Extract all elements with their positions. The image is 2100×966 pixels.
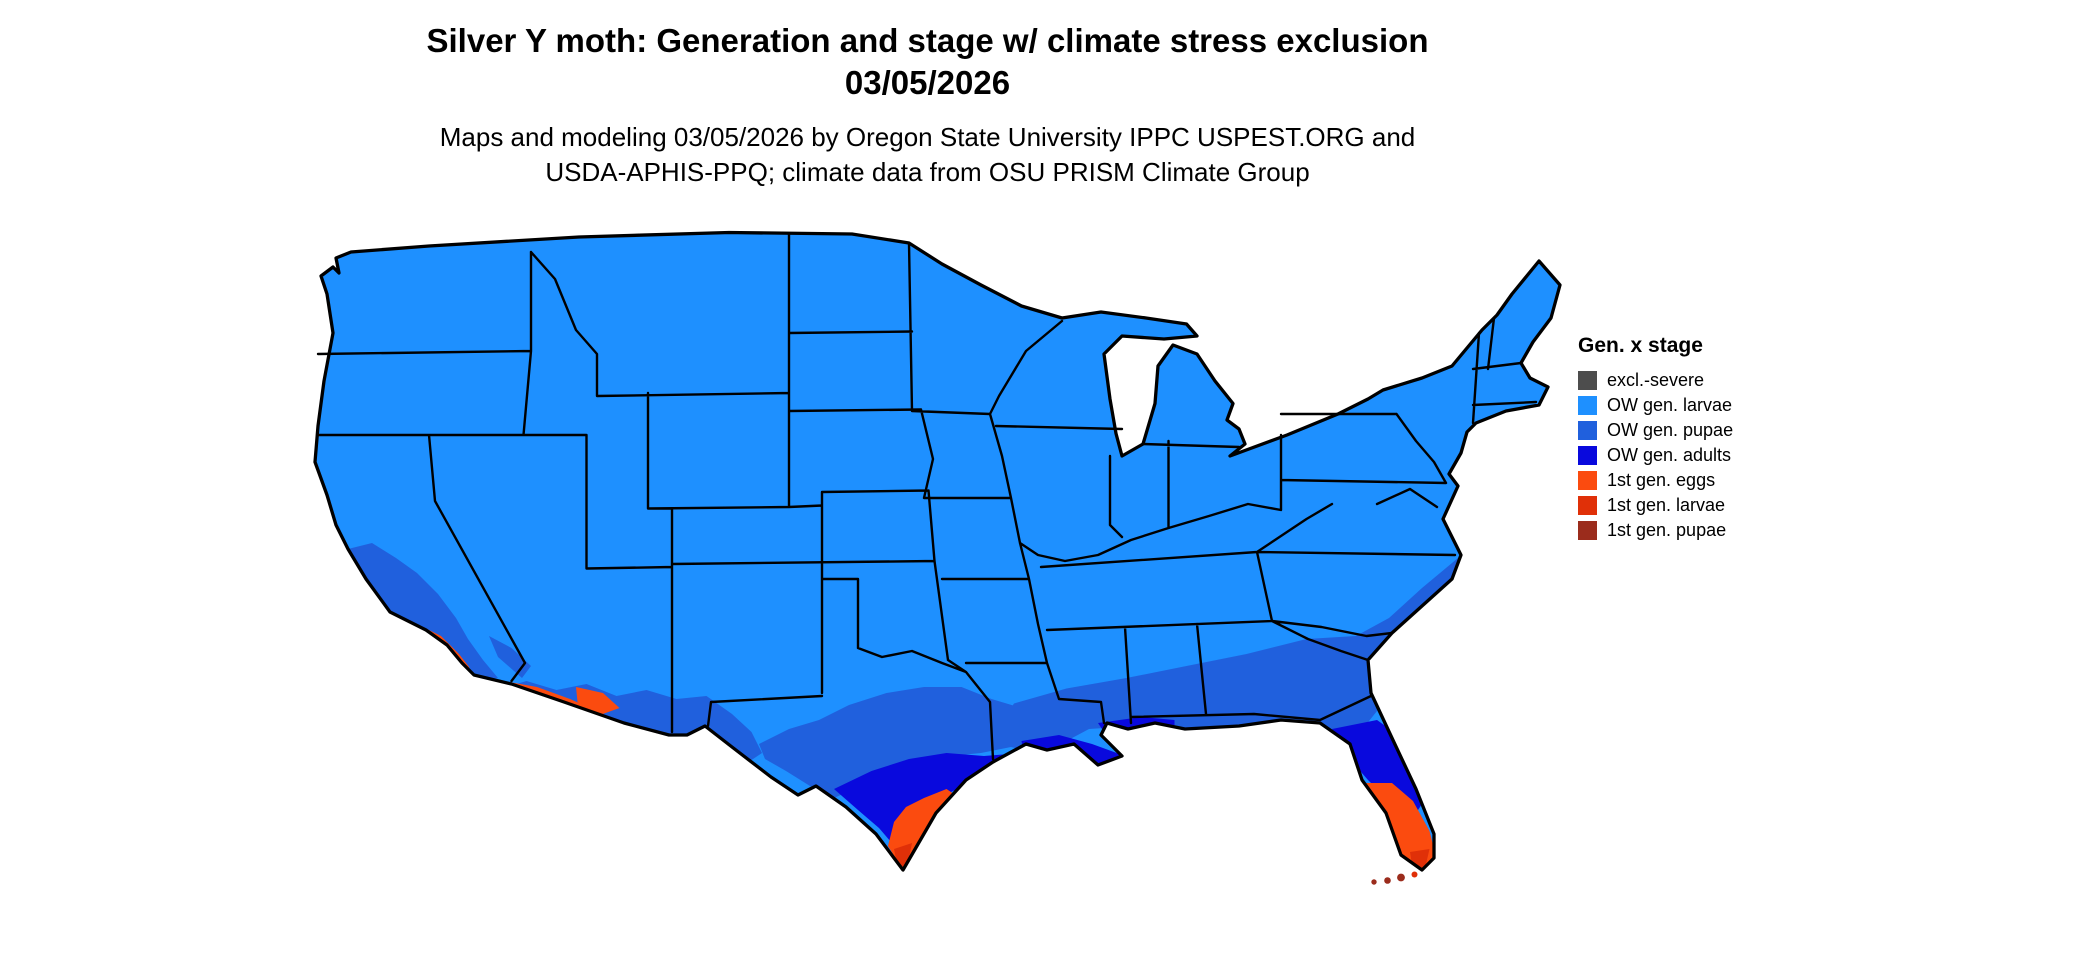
stage-region-1st-larvae (894, 843, 1430, 870)
legend-swatch-ow-larvae (1578, 396, 1597, 415)
florida-keys-1st-larvae-speck (1411, 871, 1418, 878)
legend-item-excl-severe: excl.-severe (1578, 368, 1733, 393)
legend-label-excl-severe: excl.-severe (1607, 370, 1705, 390)
legend-item-1st-larvae: 1st gen. larvae (1578, 493, 1733, 518)
title-line-2-date: 03/05/2026 (844, 64, 1011, 101)
title-line-1: Silver Y moth: Generation and stage w/ c… (426, 22, 1429, 59)
legend-item-ow-larvae: OW gen. larvae (1578, 393, 1733, 418)
legend-label-1st-pupae: 1st gen. pupae (1607, 520, 1727, 540)
legend-label-ow-adults: OW gen. adults (1607, 445, 1732, 465)
legend-swatch-ow-pupae (1578, 421, 1597, 440)
subtitle: Maps and modeling 03/05/2026 by Oregon S… (0, 120, 1855, 190)
subtitle-line-2: USDA-APHIS-PPQ; climate data from OSU PR… (545, 157, 1310, 187)
us-outline (313, 230, 1562, 872)
us-map (313, 230, 1562, 885)
legend-swatch-1st-larvae (1578, 496, 1597, 515)
legend-swatch-ow-adults (1578, 446, 1597, 465)
legend-item-1st-eggs: 1st gen. eggs (1578, 468, 1733, 493)
legend-label-ow-pupae: OW gen. pupae (1607, 420, 1734, 440)
subtitle-line-1: Maps and modeling 03/05/2026 by Oregon S… (439, 122, 1416, 152)
state-borders (316, 232, 1538, 761)
legend-swatch-1st-eggs (1578, 471, 1597, 490)
legend-label-1st-eggs: 1st gen. eggs (1607, 470, 1716, 490)
legend-swatch-excl-severe (1578, 371, 1597, 390)
page-title: Silver Y moth: Generation and stage w/ c… (0, 20, 1855, 104)
legend-label-ow-larvae: OW gen. larvae (1607, 395, 1733, 415)
legend-item-ow-pupae: OW gen. pupae (1578, 418, 1733, 443)
legend-label-1st-larvae: 1st gen. larvae (1607, 495, 1726, 515)
florida-keys-1st-pupae (1371, 873, 1405, 885)
legend-title: Gen. x stage (1578, 334, 1703, 357)
map-header: Silver Y moth: Generation and stage w/ c… (0, 20, 1855, 190)
legend-swatch-1st-pupae (1578, 521, 1597, 540)
legend-item-ow-adults: OW gen. adults (1578, 443, 1733, 468)
stage-region-1st-eggs (412, 624, 1436, 870)
legend: Gen. x stage excl.-severe OW gen. larvae… (1578, 334, 1733, 543)
legend-item-1st-pupae: 1st gen. pupae (1578, 518, 1733, 543)
